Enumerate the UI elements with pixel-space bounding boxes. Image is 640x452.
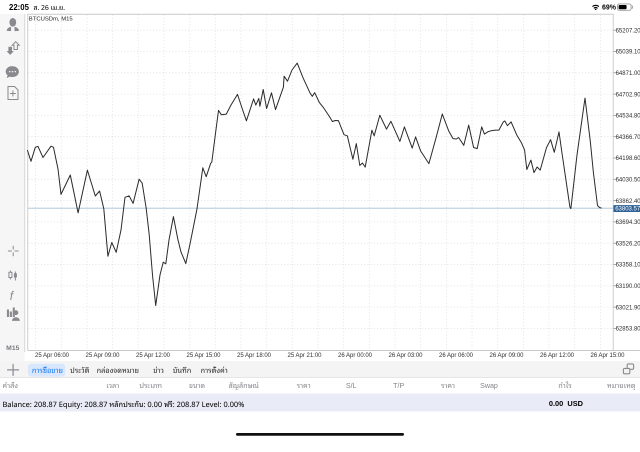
svg-text:64534.80: 64534.80 [616, 114, 640, 120]
svg-text:65039.10: 65039.10 [616, 50, 640, 56]
svg-text:26 Apr 12:00: 26 Apr 12:00 [540, 353, 575, 359]
svg-text:S/L: S/L [346, 382, 357, 390]
svg-text:25 Apr 06:00: 25 Apr 06:00 [35, 353, 70, 359]
svg-text:65207.20: 65207.20 [616, 28, 640, 34]
svg-text:26 Apr 09:00: 26 Apr 09:00 [489, 353, 524, 359]
svg-text:64366.70: 64366.70 [616, 135, 640, 141]
svg-text:Swap: Swap [480, 382, 498, 390]
svg-text:0.00 USD: 0.00 USD [549, 399, 584, 408]
svg-text:25 Apr 21:00: 25 Apr 21:00 [287, 353, 322, 359]
svg-text:26 Apr 03:00: 26 Apr 03:00 [388, 353, 423, 359]
svg-text:25 Apr 15:00: 25 Apr 15:00 [186, 353, 221, 359]
svg-text:25 Apr 18:00: 25 Apr 18:00 [237, 353, 272, 359]
svg-text:63694.30: 63694.30 [616, 220, 640, 226]
svg-text:63526.20: 63526.20 [616, 241, 640, 247]
svg-text:26 Apr 15:00: 26 Apr 15:00 [590, 353, 625, 359]
svg-text:26 Apr 00:00: 26 Apr 00:00 [338, 353, 373, 359]
svg-text:26 Apr 06:00: 26 Apr 06:00 [439, 353, 474, 359]
svg-text:64871.00: 64871.00 [616, 71, 640, 77]
svg-text:69%: 69% [602, 4, 617, 11]
svg-text:22:05: 22:05 [9, 3, 30, 12]
svg-text:M15: M15 [6, 345, 19, 352]
svg-text:64198.60: 64198.60 [616, 156, 640, 162]
svg-text:25 Apr 09:00: 25 Apr 09:00 [85, 353, 120, 359]
svg-text:63358.10: 63358.10 [616, 263, 640, 269]
svg-text:BTCUSDm, M15: BTCUSDm, M15 [29, 16, 74, 22]
svg-text:64030.50: 64030.50 [616, 178, 640, 184]
svg-text:64702.90: 64702.90 [616, 92, 640, 98]
svg-text:63862.40: 63862.40 [616, 199, 640, 205]
svg-text:63803.57: 63803.57 [615, 207, 640, 213]
svg-text:T/P: T/P [393, 382, 404, 390]
svg-text:62853.80: 62853.80 [616, 327, 640, 333]
svg-text:63021.90: 63021.90 [616, 305, 640, 311]
svg-text:25 Apr 12:00: 25 Apr 12:00 [136, 353, 171, 359]
svg-text:63190.00: 63190.00 [616, 284, 640, 290]
